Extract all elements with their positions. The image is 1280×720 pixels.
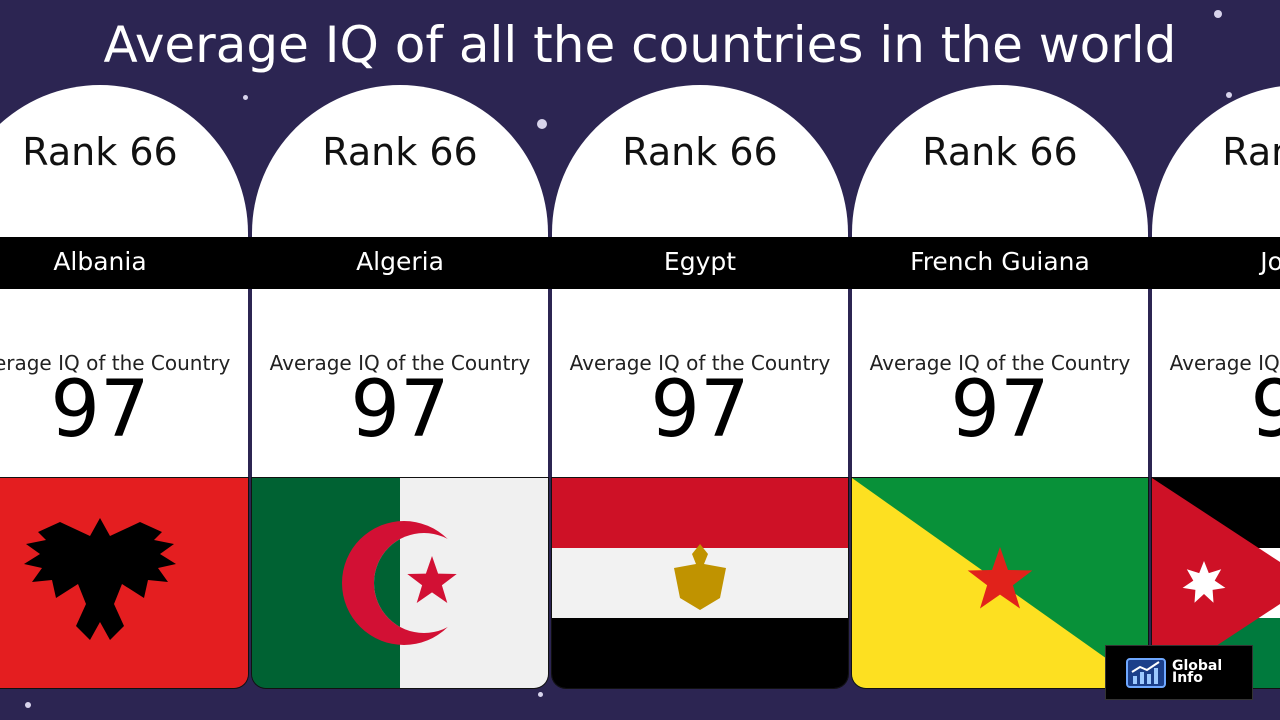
- country-name: Egypt: [663, 247, 737, 276]
- flag: [252, 478, 548, 688]
- logo-text: Global: [1172, 658, 1223, 674]
- rank-label: Rank 66: [922, 130, 1078, 174]
- flag-image: [552, 478, 848, 688]
- flag: [0, 478, 248, 688]
- country-name: Jordan: [1260, 247, 1280, 276]
- iq-value: 97: [350, 365, 450, 455]
- iq-value: 97: [1250, 365, 1280, 455]
- iq-label: Average IQ of the Country: [1169, 351, 1280, 375]
- flag-image: [252, 478, 548, 688]
- flag: [852, 478, 1148, 688]
- rank-label: Rank 66: [622, 130, 778, 174]
- card-body: [1152, 289, 1280, 479]
- card-body: [852, 289, 1148, 479]
- flag-image: [0, 478, 248, 688]
- iq-label: Average IQ of the Country: [269, 351, 531, 375]
- country-name: French Guiana: [910, 247, 1090, 276]
- title: Average IQ of all the countries in the w…: [103, 16, 1177, 74]
- iq-value: 97: [50, 365, 150, 455]
- iq-value: 97: [650, 365, 750, 455]
- flag: [552, 478, 848, 688]
- star-dot: [25, 702, 31, 708]
- card-body: [0, 289, 248, 479]
- star-dot: [1214, 10, 1222, 18]
- iq-label: Average IQ of the Country: [569, 351, 831, 375]
- iq-label: Average IQ of the Country: [0, 351, 231, 375]
- card-body: [552, 289, 848, 479]
- iq-value: 97: [950, 365, 1050, 455]
- card-body: [252, 289, 548, 479]
- star-dot: [243, 95, 248, 100]
- name-band: [0, 237, 1280, 289]
- flag-image: [852, 478, 1148, 688]
- star-dot: [537, 119, 547, 129]
- rank-label: Rank 66: [22, 130, 178, 174]
- country-name: Albania: [53, 247, 147, 276]
- star-dot: [538, 692, 543, 697]
- rank-label: Rank 66: [322, 130, 478, 174]
- logo-icon: [1126, 658, 1166, 688]
- star-dot: [1226, 92, 1232, 98]
- logo-text: Info: [1172, 670, 1203, 686]
- channel-logo: Global Info: [1105, 645, 1253, 700]
- country-name: Algeria: [356, 247, 444, 276]
- iq-label: Average IQ of the Country: [869, 351, 1131, 375]
- rank-label: Rank 66: [1222, 130, 1280, 174]
